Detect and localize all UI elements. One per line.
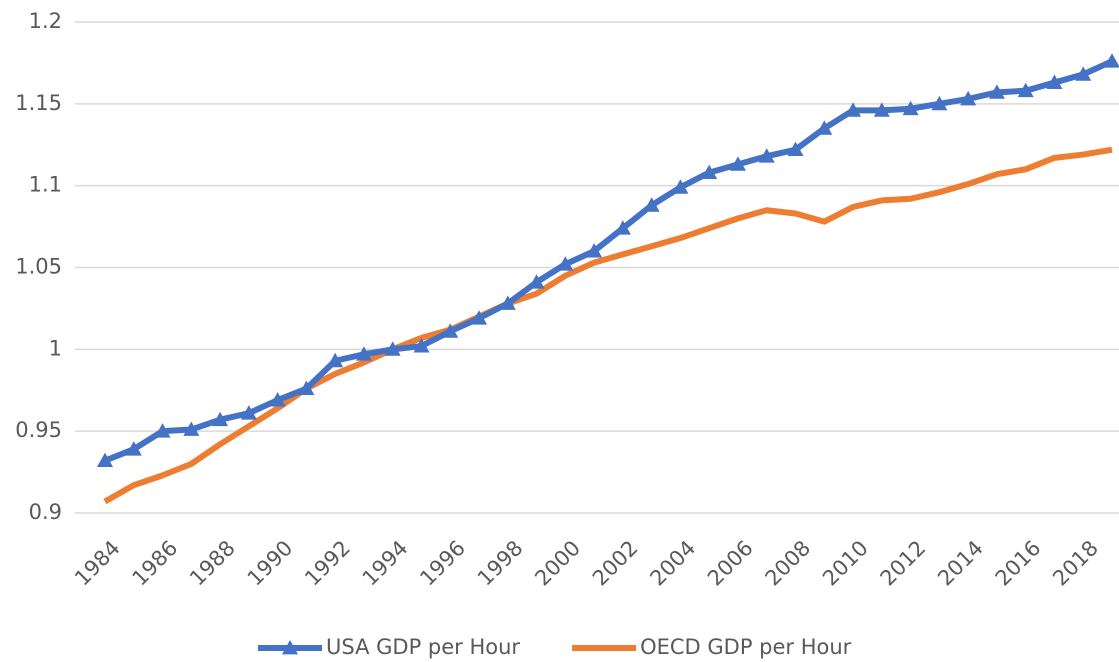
y-tick-label: 0.95 [15, 418, 62, 442]
marker [499, 295, 516, 310]
marker [1104, 53, 1119, 68]
x-tick-label: 1998 [473, 536, 528, 591]
y-tick-label: 1.05 [15, 255, 62, 279]
marker [183, 421, 200, 436]
y-tick-label: 1 [49, 336, 62, 360]
x-tick-label: 1984 [70, 536, 125, 591]
marker [154, 423, 171, 438]
x-tick-label: 2012 [876, 536, 931, 591]
marker [327, 352, 344, 368]
marker [643, 197, 660, 212]
x-tick-label: 2008 [761, 536, 816, 591]
x-tick-label: 1990 [243, 536, 298, 591]
marker [384, 341, 401, 356]
legend-marker [282, 640, 298, 655]
marker [902, 100, 919, 116]
marker [614, 220, 631, 235]
marker [240, 405, 257, 420]
marker [1046, 74, 1063, 89]
x-tick-label: 2014 [933, 536, 988, 591]
marker [816, 120, 833, 135]
y-tick-label: 1.1 [29, 173, 62, 197]
marker [269, 392, 286, 407]
x-tick-label: 2006 [703, 536, 758, 591]
marker [701, 164, 718, 179]
x-tick-label: 2018 [1048, 536, 1103, 591]
marker [442, 323, 459, 338]
x-tick-label: 1996 [415, 536, 470, 591]
x-tick-label: 1994 [358, 536, 413, 591]
marker [988, 84, 1005, 99]
marker [960, 90, 977, 106]
marker [758, 148, 775, 163]
marker [97, 452, 113, 468]
marker [125, 441, 142, 456]
x-tick-label: 1992 [300, 536, 355, 591]
marker [931, 95, 948, 111]
marker [557, 256, 574, 271]
x-tick-label: 1986 [128, 536, 183, 591]
x-tick-label: 2000 [530, 536, 585, 591]
marker [471, 310, 488, 325]
marker [586, 243, 603, 258]
legend-label: OECD GDP per Hour [640, 635, 852, 659]
marker [672, 179, 689, 194]
x-tick-label: 1988 [185, 536, 240, 591]
marker [873, 102, 890, 117]
y-tick-label: 0.9 [29, 500, 62, 524]
legend-label: USA GDP per Hour [326, 635, 520, 659]
marker [729, 156, 746, 171]
x-tick-label: 2016 [991, 536, 1046, 591]
marker [1075, 66, 1092, 81]
y-tick-label: 1.15 [15, 91, 62, 115]
marker [528, 274, 545, 289]
x-tick-label: 2004 [645, 536, 700, 591]
marker [845, 102, 862, 117]
x-tick-label: 2002 [588, 536, 643, 591]
marker [413, 338, 430, 353]
series-line [103, 146, 1113, 505]
y-tick-label: 1.2 [29, 9, 62, 33]
marker [787, 141, 804, 157]
marker [355, 346, 372, 361]
marker [212, 411, 229, 427]
marker [1017, 82, 1034, 98]
x-tick-label: 2010 [818, 536, 873, 591]
marker [298, 380, 315, 396]
